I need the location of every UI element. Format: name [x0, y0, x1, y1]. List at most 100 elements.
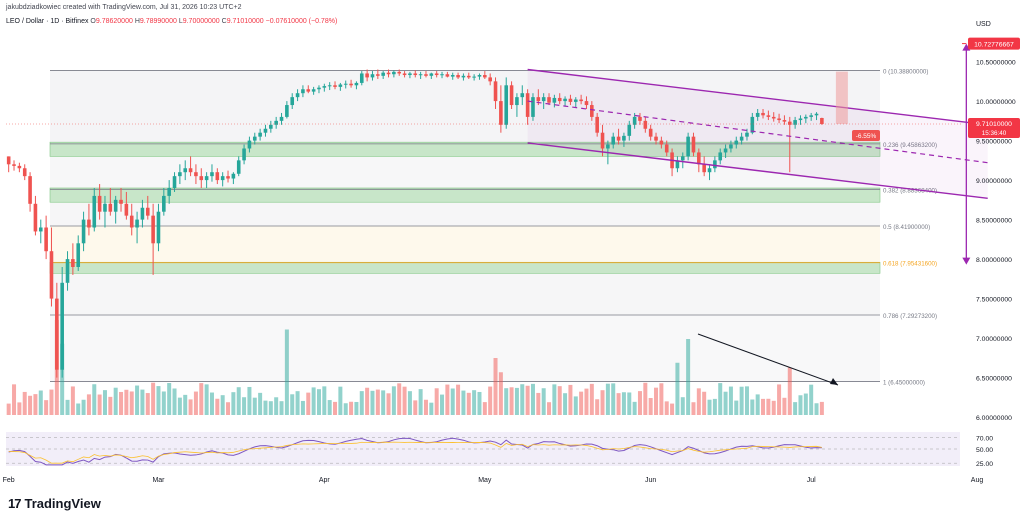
- volume-bar: [279, 401, 284, 415]
- candle-body: [531, 97, 535, 117]
- candle-body: [81, 219, 86, 244]
- volume-trend-line: [697, 333, 839, 386]
- volume-bar: [466, 392, 471, 415]
- measure-box: [835, 71, 848, 125]
- volume-bar: [712, 398, 717, 415]
- price-chart[interactable]: 0 (10.38800000) 0.236 (9.45863200) 0.382 (…: [0, 0, 1024, 490]
- candle-body: [680, 156, 685, 161]
- candle-body: [573, 99, 578, 102]
- volume-bar: [450, 388, 455, 415]
- volume-bar: [65, 399, 70, 415]
- volume-bar: [418, 389, 423, 415]
- volume-bar: [568, 384, 573, 415]
- volume-bar: [193, 391, 198, 415]
- candle-body: [295, 93, 300, 98]
- candle-body: [60, 282, 64, 370]
- volume-bar: [28, 395, 33, 415]
- candle-body: [466, 75, 471, 78]
- volume-bar: [648, 397, 653, 415]
- currency-label: USD: [976, 21, 991, 28]
- candle-body: [804, 116, 808, 119]
- fib-label: 0.618 (7.95431600): [883, 261, 937, 268]
- volume-bar: [664, 401, 669, 415]
- volume-bar: [734, 400, 739, 415]
- fib-band: [50, 225, 880, 263]
- candle-body: [156, 211, 161, 244]
- candle-body: [397, 71, 402, 74]
- candle-body: [204, 176, 209, 181]
- volume-bar: [145, 393, 150, 415]
- candle-body: [17, 165, 22, 169]
- candle-body: [349, 83, 353, 86]
- volume-bar: [306, 392, 311, 415]
- candle-body: [638, 116, 642, 121]
- volume-bar: [108, 396, 113, 415]
- volume-bar: [440, 394, 445, 415]
- volume-bar: [86, 394, 91, 415]
- change-value: −0.07610000 (−0.78%): [265, 18, 338, 25]
- candle-body: [697, 152, 701, 165]
- price-tick-label: 6.00000000: [976, 415, 1012, 422]
- volume-bar: [161, 391, 166, 415]
- projection-arrow-down-icon: [962, 257, 971, 265]
- volume-bar: [236, 387, 241, 415]
- volume-bar: [22, 391, 27, 415]
- candle-body: [541, 97, 546, 102]
- candle-body: [55, 298, 59, 370]
- volume-bar: [151, 382, 156, 415]
- candle-body: [745, 132, 749, 137]
- volume-bar: [803, 393, 808, 415]
- candle-body: [317, 87, 321, 90]
- candle-body: [279, 116, 284, 121]
- candle-body: [739, 136, 744, 141]
- volume-bar: [766, 398, 771, 415]
- brand-name: TradingView: [24, 496, 101, 511]
- rsi-panel: [6, 432, 960, 466]
- volume-bar: [514, 387, 519, 415]
- open-label: O: [90, 18, 96, 25]
- candle-body: [124, 203, 129, 216]
- candle-body: [445, 74, 450, 77]
- candle-body: [483, 75, 487, 78]
- candle-body: [285, 105, 289, 117]
- volume-bar: [793, 402, 798, 415]
- candle-body: [418, 74, 423, 76]
- close-value: 9.71010000: [226, 18, 264, 25]
- candle-body: [258, 132, 262, 137]
- candle-body: [600, 132, 605, 149]
- symbol-ohlc: LEO / Dollar · 1D · Bitfinex O9.78620000…: [6, 18, 337, 25]
- volume-bar: [129, 391, 134, 415]
- candle-body: [456, 75, 460, 78]
- projection-arrow-up-icon: [962, 43, 971, 51]
- volume-bar: [675, 362, 680, 415]
- volume-bar: [327, 400, 332, 415]
- candle-body: [627, 124, 632, 136]
- candle-body: [28, 176, 32, 204]
- volume-bar: [365, 387, 370, 415]
- time-tick-label: May: [478, 477, 492, 484]
- candle-body: [12, 164, 16, 166]
- candle-body: [429, 73, 434, 76]
- candle-body: [151, 215, 155, 244]
- move-badge: [852, 130, 880, 142]
- close-label: C: [221, 18, 227, 25]
- candle-body: [659, 140, 664, 145]
- target-price-label: 10.72776667: [974, 42, 1014, 49]
- volume-bar: [183, 394, 188, 415]
- fib-label: 0.236 (9.45863200): [883, 142, 937, 149]
- candle-body: [616, 136, 621, 141]
- candle-body: [563, 98, 567, 102]
- volume-bar: [284, 329, 289, 415]
- candle-body: [199, 176, 204, 181]
- candle-body: [675, 160, 680, 169]
- candle-body: [648, 128, 653, 137]
- volume-bar: [423, 399, 428, 415]
- candle-body: [723, 148, 728, 153]
- candle-body: [493, 81, 498, 102]
- candle-body: [135, 219, 139, 228]
- volume-bar: [434, 388, 439, 415]
- volume-bar: [456, 384, 461, 415]
- rsi-tick-label: 70.00: [976, 436, 993, 443]
- volume-bar: [397, 383, 402, 415]
- volume-bar: [274, 397, 279, 415]
